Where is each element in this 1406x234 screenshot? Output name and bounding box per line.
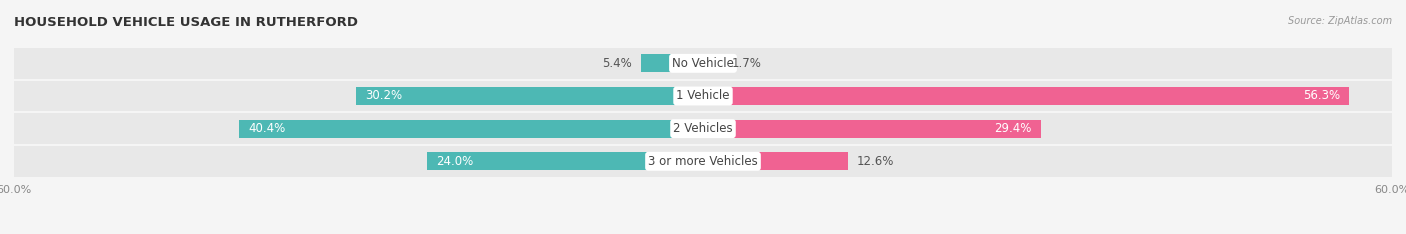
Text: 12.6%: 12.6%	[856, 155, 894, 168]
Bar	[641, 54, 703, 72]
Text: 30.2%: 30.2%	[366, 89, 402, 102]
Bar	[703, 54, 723, 72]
Bar	[14, 146, 1392, 177]
Bar	[703, 87, 1350, 105]
Text: 56.3%: 56.3%	[1303, 89, 1340, 102]
Text: 40.4%: 40.4%	[249, 122, 285, 135]
Text: 3 or more Vehicles: 3 or more Vehicles	[648, 155, 758, 168]
Bar	[239, 120, 703, 138]
Bar	[14, 81, 1392, 111]
Text: No Vehicle: No Vehicle	[672, 57, 734, 70]
Bar	[14, 113, 1392, 144]
Text: 2 Vehicles: 2 Vehicles	[673, 122, 733, 135]
Bar	[703, 120, 1040, 138]
Text: 1.7%: 1.7%	[731, 57, 762, 70]
Text: 29.4%: 29.4%	[994, 122, 1032, 135]
Text: 24.0%: 24.0%	[437, 155, 474, 168]
Text: 5.4%: 5.4%	[602, 57, 631, 70]
Bar	[427, 152, 703, 170]
Bar	[14, 48, 1392, 79]
Text: Source: ZipAtlas.com: Source: ZipAtlas.com	[1288, 16, 1392, 26]
Text: 1 Vehicle: 1 Vehicle	[676, 89, 730, 102]
Bar	[703, 152, 848, 170]
Text: HOUSEHOLD VEHICLE USAGE IN RUTHERFORD: HOUSEHOLD VEHICLE USAGE IN RUTHERFORD	[14, 16, 359, 29]
Bar	[356, 87, 703, 105]
